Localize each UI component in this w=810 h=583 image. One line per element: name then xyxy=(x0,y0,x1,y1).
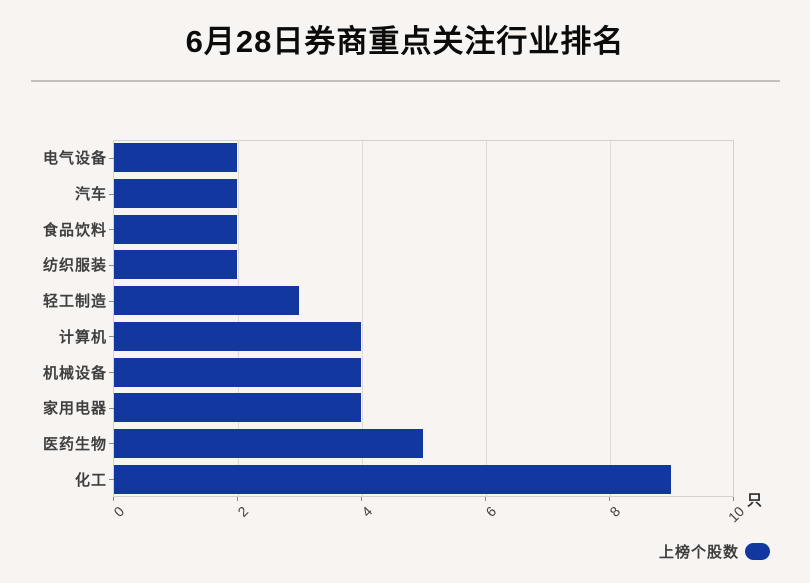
legend-marker xyxy=(745,543,770,560)
bar xyxy=(114,429,423,458)
legend-label: 上榜个股数 xyxy=(658,544,739,561)
y-axis-tick xyxy=(109,443,114,444)
bar xyxy=(114,322,361,351)
x-axis-tick xyxy=(237,497,238,501)
x-axis-tick xyxy=(609,497,610,501)
y-axis-category-label: 电气设备 xyxy=(42,150,107,168)
y-axis-category-label: 汽车 xyxy=(74,186,107,204)
bar xyxy=(114,143,237,172)
x-axis-tick xyxy=(113,497,114,501)
y-axis-category-label: 轻工制造 xyxy=(42,293,107,311)
legend: 上榜个股数 xyxy=(659,541,770,562)
y-axis-category-label: 机械设备 xyxy=(42,364,107,382)
bar xyxy=(114,179,237,208)
y-axis-category-label: 食品饮料 xyxy=(42,221,107,239)
bar xyxy=(114,465,671,494)
x-axis-tick xyxy=(733,497,734,501)
gridline xyxy=(238,141,239,496)
x-axis-tick-label: 8 xyxy=(606,503,624,520)
y-axis-tick xyxy=(109,265,114,266)
y-axis-category-label: 计算机 xyxy=(58,328,107,346)
y-axis-tick xyxy=(109,158,114,159)
gridline xyxy=(486,141,487,496)
x-axis-tick xyxy=(485,497,486,501)
chart-title: 6月28日券商重点关注行业排名 xyxy=(185,24,625,59)
y-axis-category-label: 家用电器 xyxy=(42,400,107,418)
y-axis-tick xyxy=(109,336,114,337)
x-axis-tick-label: 10 xyxy=(724,503,748,526)
y-axis-tick xyxy=(109,372,114,373)
gridline xyxy=(362,141,363,496)
y-axis-category-label: 医药生物 xyxy=(42,435,107,453)
x-axis-tick-label: 4 xyxy=(358,503,376,520)
x-axis-tick-label: 2 xyxy=(234,503,252,520)
x-axis-tick-label: 6 xyxy=(482,503,500,520)
y-axis-category-label: 化工 xyxy=(74,471,107,489)
bar xyxy=(114,286,299,315)
y-axis-tick xyxy=(109,229,114,230)
x-axis-tick xyxy=(361,497,362,501)
y-axis-tick xyxy=(109,408,114,409)
bar xyxy=(114,358,361,387)
bar xyxy=(114,215,237,244)
x-axis-tick-label: 0 xyxy=(110,503,128,520)
y-axis-tick xyxy=(109,479,114,480)
bar xyxy=(114,393,361,422)
gridline xyxy=(610,141,611,496)
y-axis-tick xyxy=(109,194,114,195)
bar xyxy=(114,250,237,279)
title-divider xyxy=(31,80,780,82)
x-axis-unit-label: 只 xyxy=(747,492,763,509)
plot-area xyxy=(113,140,734,497)
y-axis-tick xyxy=(109,301,114,302)
y-axis-category-label: 纺织服装 xyxy=(42,257,107,275)
